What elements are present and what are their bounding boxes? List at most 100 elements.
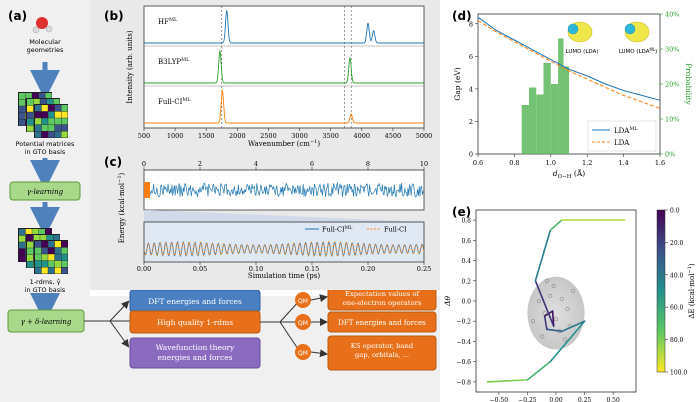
matrix-cell: [19, 229, 26, 236]
e-ytick-label: 0.2: [461, 278, 471, 285]
matrix-cell: [32, 229, 39, 236]
matrix-cell: [48, 131, 55, 138]
panel-b-label: (b): [104, 9, 124, 23]
matrix-cell: [35, 131, 42, 138]
matrix-cell: [25, 229, 32, 236]
matrix-cell: [53, 235, 60, 242]
c-zoom-connector: [144, 210, 424, 222]
qm-arrow-1: [310, 294, 328, 303]
qm-node-3: QM: [295, 344, 311, 360]
panel-d: (d) 0.6 0.8 1.0 1.2 1.4 1.6 0 2 4 6 8 0% 10% 20% 30% 40…: [452, 9, 693, 180]
e-path-segment: [526, 360, 552, 381]
ks-operator-box: [327, 335, 437, 371]
d-ytick-label: 0: [469, 151, 473, 159]
matrix-cell: [48, 105, 55, 112]
matrix-cell: [41, 260, 48, 267]
matrix-cell: [33, 99, 40, 106]
d-ytick-label: 2: [469, 118, 473, 126]
d-ytick-right-label: 0%: [665, 151, 675, 159]
gamma-learning-text: γ-learning: [27, 188, 64, 196]
qm-label-2: QM: [298, 320, 308, 327]
rdms-text: 1-rdms, γ̂ in GTO basis: [25, 278, 66, 294]
matrix-cell: [19, 255, 26, 262]
c-top-tick-label: 10: [420, 160, 428, 168]
e-path-segment: [560, 320, 586, 333]
matrix-cell: [48, 124, 55, 131]
e-scatter-point: [559, 296, 564, 302]
e-xtick-label: 0.00: [549, 397, 563, 402]
e-scatter-point: [542, 311, 547, 316]
e-ytick-label: 0.8: [461, 218, 471, 225]
c-top-tick-label: 4: [254, 160, 258, 168]
matrix-cell: [19, 235, 26, 242]
matrix-cell: [54, 247, 61, 254]
matrix-cell: [27, 235, 34, 242]
b-xtick-label: 3500: [322, 132, 339, 140]
matrix-cell: [46, 99, 53, 106]
panel-b-xlabel: Wavenumber (cm−1): [248, 139, 320, 148]
matrix-cell: [19, 119, 26, 126]
d-legend-label: LDA: [614, 139, 630, 147]
c-bottom-tick-label: 0.10: [249, 265, 263, 273]
e-path-segment: [546, 328, 563, 333]
matrix-cell: [35, 105, 42, 112]
panel-e: (e) −0.50 −0.25 0.00 0.25 0.50 0.8 0.6 0.4 0.2 0.…: [443, 205, 696, 402]
matrix-cell: [61, 260, 68, 267]
c-bottom-plot-area: [143, 221, 425, 263]
matrix-cell: [41, 118, 48, 125]
d-orbital-inset: [624, 21, 650, 43]
matrix-cell: [61, 105, 68, 112]
b-series-line: [144, 49, 424, 84]
d-series-line: [477, 20, 661, 109]
d-inset-label-1: LUMO (LDA): [566, 49, 599, 55]
e-ytick-label: −0.4: [456, 339, 471, 346]
e-ytick-label: −0.8: [456, 379, 471, 386]
d-histogram-bar: [536, 94, 544, 154]
e-path-segment: [543, 315, 548, 331]
connector-qm-down: [279, 321, 301, 353]
matrix-cell: [19, 242, 26, 249]
matrix-cell: [54, 260, 61, 267]
matrix-cell: [35, 260, 42, 267]
matrix-cell: [33, 235, 40, 242]
d-ytick-right-label: 10%: [665, 116, 679, 124]
d-ytick-label: 4: [469, 85, 473, 93]
panel-c-label: (c): [104, 155, 122, 169]
e-scatter-point: [536, 298, 541, 304]
matrix-cell: [54, 267, 61, 274]
e-scatter-point: [544, 278, 549, 283]
matrix-cell: [19, 106, 26, 113]
matrix-cell: [61, 267, 68, 274]
d-ylabel-right: Probability: [684, 63, 693, 105]
matrix-cell: [27, 105, 34, 112]
matrix-cell: [41, 105, 48, 112]
ks-operator-text: KS operator, band gap, orbitals, ...: [351, 342, 414, 359]
matrix-cell: [46, 235, 53, 242]
e-scatter-point: [553, 317, 559, 322]
c-bottom-tick-label: 0.15: [305, 265, 319, 273]
panel-b-ylabel: Intensity (arb. units): [126, 30, 134, 103]
d-xtick-label: 0.6: [473, 159, 483, 167]
gamma-delta-learning-text: γ + δ-learning: [21, 318, 72, 326]
e-colorbar-tick-label: 20.0: [670, 240, 684, 247]
b-xtick-label: 2500: [260, 132, 277, 140]
b-series-line: [144, 9, 424, 44]
panel-d-label: (d): [452, 9, 472, 23]
b-xtick-label: 3000: [291, 132, 308, 140]
d-histogram-bar: [528, 87, 537, 154]
c-bottom-tick-label: 0.25: [417, 265, 431, 273]
e-scatter-point: [548, 293, 553, 298]
e-path-segment: [534, 229, 552, 282]
potential-matrices-text: Potential matrices in GTO basis: [16, 140, 75, 156]
panel-b-plot-area: [143, 5, 425, 129]
e-ylabel: Δθ: [443, 296, 452, 307]
matrix-cell: [48, 118, 55, 125]
matrix-cell: [40, 235, 47, 242]
orbital-lobe-small: [624, 23, 636, 35]
b-xtick-label: 2000: [229, 132, 246, 140]
d-orbital-inset: [567, 21, 593, 43]
b-xtick-label: 5000: [416, 132, 433, 140]
matrix-cell: [61, 118, 68, 125]
matrix-cell: [41, 124, 48, 131]
b-series-line: [144, 89, 424, 124]
